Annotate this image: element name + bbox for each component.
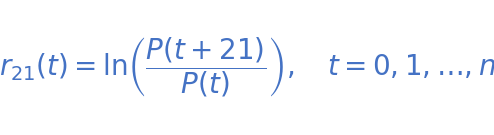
Text: $r_{21}(t) = \ln\!\left(\dfrac{P(t+21)}{P(t)}\right), \quad t = 0, 1, \ldots, n$: $r_{21}(t) = \ln\!\left(\dfrac{P(t+21)}{… [0,36,494,99]
